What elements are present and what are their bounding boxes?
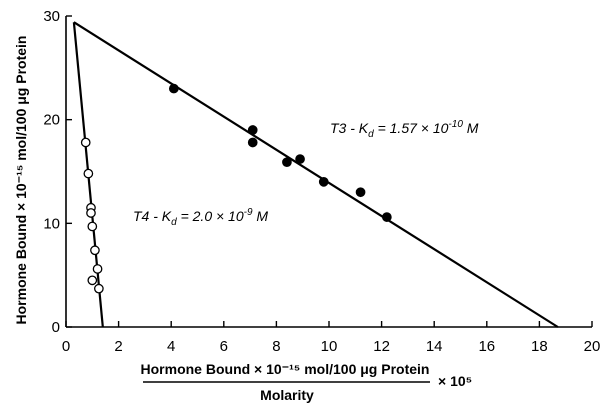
x-tick-label: 16 (478, 338, 495, 355)
t3-data-point (247, 125, 258, 135)
t4-data-point (92, 264, 103, 274)
t4-data-point (80, 137, 91, 148)
x-tick-label: 4 (167, 338, 175, 355)
y-tick-label: 10 (43, 215, 60, 232)
plot-axes (65, 16, 592, 328)
t3-data-point (247, 137, 258, 148)
annotations: T3 - Kd = 1.57 × 10-10 M T4 - Kd = 2.0 ×… (133, 119, 479, 228)
x-tick-label: 8 (272, 338, 280, 355)
y-axis-title: Hormone Bound × 10⁻¹⁵ mol/100 μg Protein (13, 36, 29, 325)
t4-data-point (86, 208, 96, 218)
x-axis-title-numerator: Hormone Bound × 10⁻¹⁵ mol/100 μg Protein (141, 361, 430, 377)
t3-data-point (355, 187, 366, 198)
x-tick-label: 18 (531, 338, 548, 355)
fit-lines (72, 21, 559, 328)
t4-data-point (83, 168, 94, 179)
t3-data-point (282, 157, 292, 168)
t4-data-point (87, 221, 98, 232)
x-tick-label: 10 (321, 338, 338, 355)
x-tick-label: 6 (220, 338, 228, 355)
y-tick-label: 0 (52, 319, 60, 336)
axis-ticks: 0 2 4 6 8 10 12 14 16 18 20 0 10 20 30 (43, 8, 600, 355)
x-axis-title-denominator: Molarity (260, 387, 314, 403)
x-tick-label: 20 (584, 338, 601, 355)
y-tick-label: 20 (43, 112, 60, 129)
x-tick-label: 0 (62, 338, 70, 355)
x-tick-label: 2 (114, 338, 122, 355)
y-tick-label: 30 (43, 8, 60, 25)
t4-kd-annotation: T4 - Kd = 2.0 × 10-9 M (133, 207, 268, 228)
t4-data-point (87, 275, 98, 286)
x-tick-label: 14 (426, 338, 443, 355)
t4-data-point (94, 283, 104, 294)
t3-fit-line (73, 21, 559, 328)
data-points (80, 83, 392, 294)
axis-labels: Hormone Bound × 10⁻¹⁵ mol/100 μg Protein… (13, 36, 472, 403)
x-tick-label: 12 (373, 338, 390, 355)
t4-data-point (90, 245, 100, 256)
t3-data-point (318, 177, 329, 187)
t3-data-point (382, 212, 392, 222)
x-axis-title-multiplier: × 10⁵ (438, 373, 472, 389)
t3-data-point (168, 83, 179, 94)
t3-data-point (295, 154, 305, 164)
t3-kd-annotation: T3 - Kd = 1.57 × 10-10 M (330, 119, 479, 140)
